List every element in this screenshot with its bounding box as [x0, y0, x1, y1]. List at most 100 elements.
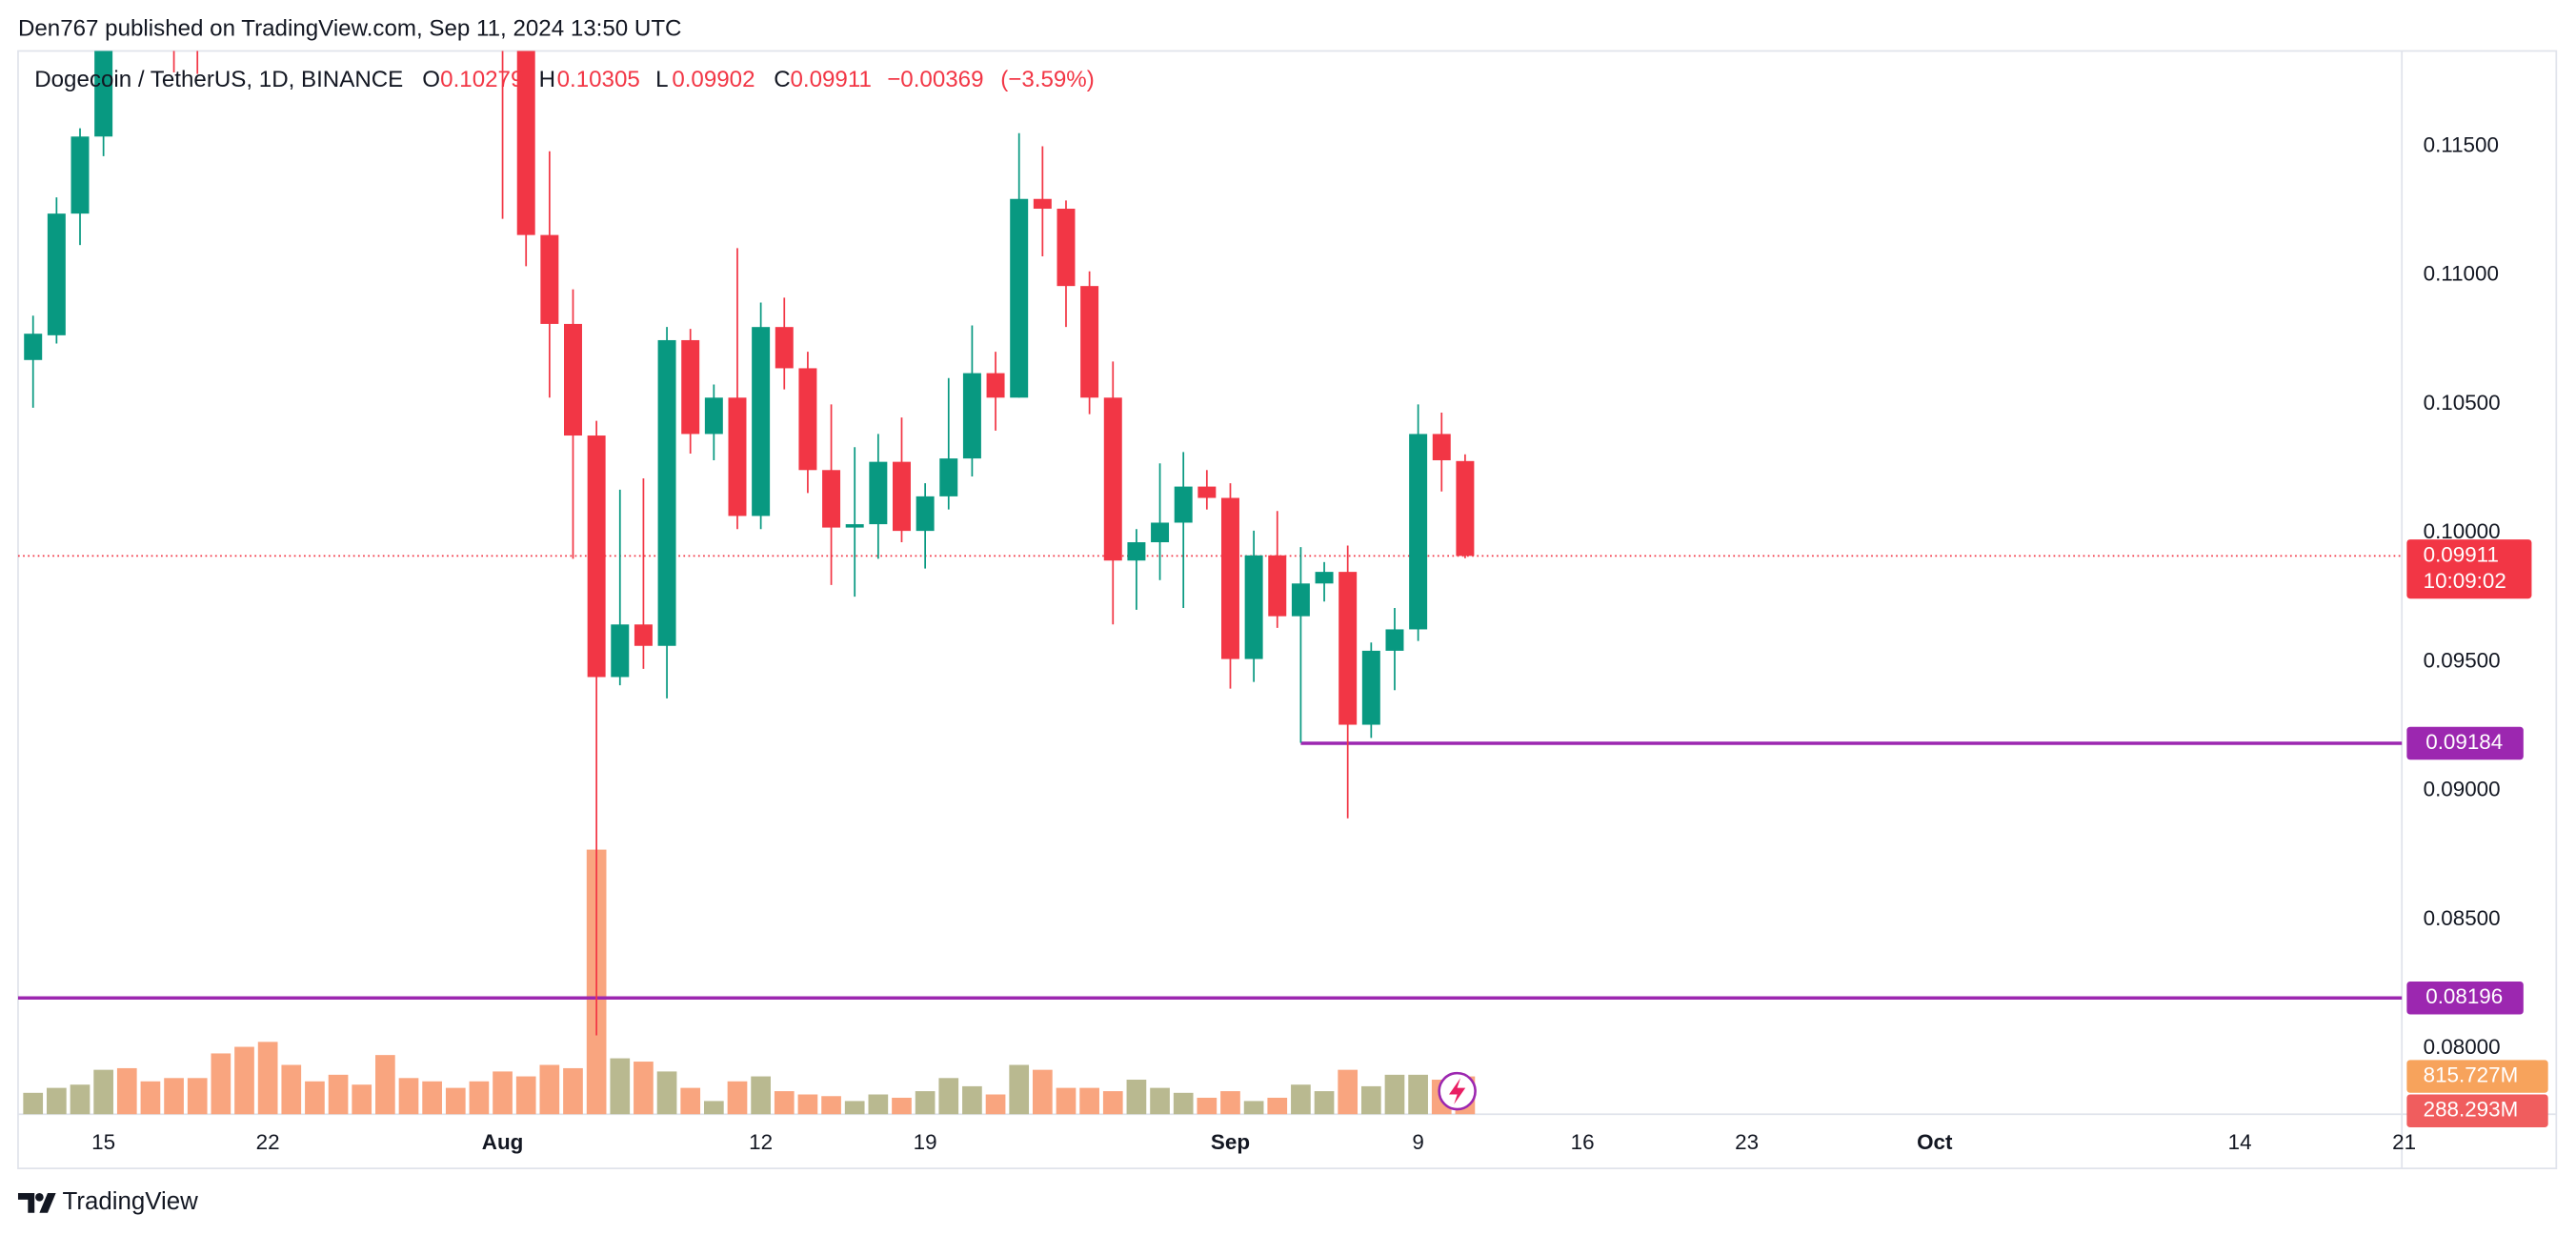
volume-bar	[868, 1094, 889, 1115]
volume	[23, 849, 1476, 1115]
x-tick-label: 15	[91, 1130, 115, 1154]
candle-body	[939, 458, 958, 496]
volume-label: 815.727M	[2424, 1063, 2519, 1086]
legend-value: 0.09902	[672, 67, 755, 92]
volume-bar	[23, 1092, 44, 1115]
candle-body	[1409, 434, 1428, 630]
legend-change: −0.00369	[887, 67, 983, 92]
candle-body	[540, 234, 559, 324]
volume-bar	[1314, 1091, 1335, 1115]
volume-bar	[1408, 1074, 1428, 1115]
symbol: Dogecoin / TetherUS, 1D, BINANCE	[34, 67, 403, 92]
y-tick-label: 0.08000	[2424, 1035, 2501, 1059]
volume-bar	[797, 1094, 818, 1115]
level-label-box	[2406, 981, 2524, 1015]
candle-body	[728, 397, 747, 516]
x-tick-label: Aug	[482, 1130, 524, 1154]
legend: Dogecoin / TetherUS, 1D, BINANCE O 0.1027…	[34, 67, 1095, 92]
volume-bar	[187, 1078, 208, 1115]
x-tick-label: 22	[256, 1130, 280, 1154]
candle-body	[47, 213, 66, 335]
volume-bar	[1009, 1064, 1030, 1115]
candle-body	[1197, 486, 1217, 498]
candle-body	[657, 339, 676, 646]
countdown: 10:09:02	[2424, 569, 2506, 593]
legend-value: 0.10305	[557, 67, 640, 92]
byline: Den767 published on TradingView.com, Sep…	[18, 15, 682, 41]
candle-body	[892, 461, 911, 532]
volume-bar	[469, 1081, 490, 1115]
y-tick-label: 0.10500	[2424, 391, 2501, 415]
x-tick-label: 21	[2392, 1130, 2416, 1154]
volume-bar	[1079, 1087, 1099, 1115]
volume-bar	[539, 1064, 560, 1115]
candle-body	[1361, 650, 1380, 725]
volume-bar	[727, 1081, 748, 1115]
logo-dot	[35, 1193, 44, 1202]
candle-body	[775, 327, 794, 369]
candle-body	[1103, 397, 1122, 561]
volume-bar	[140, 1081, 161, 1115]
candle-body	[70, 136, 90, 214]
candles	[24, 51, 1475, 1036]
candle-body	[516, 51, 535, 235]
candle-body	[1268, 555, 1287, 617]
candle-body	[634, 624, 653, 646]
x-tick-label: Oct	[1917, 1130, 1953, 1154]
volume-bar	[422, 1081, 442, 1115]
volume-bar	[116, 1067, 137, 1115]
candle-body	[1220, 497, 1239, 659]
volume-bar	[938, 1078, 959, 1115]
legend-letter: C	[774, 67, 790, 92]
last-price-box	[2406, 539, 2532, 599]
logo-mark	[17, 1193, 56, 1213]
legend-value: 0.09911	[790, 67, 871, 92]
legend-value: 0.10279	[440, 67, 523, 92]
candle-body	[1127, 542, 1146, 561]
footer: TradingView	[17, 1188, 199, 1215]
volume-bar	[703, 1101, 724, 1115]
x-tick-label: 19	[914, 1130, 937, 1154]
y-tick-label: 0.11500	[2424, 132, 2499, 156]
volume-bar	[70, 1084, 91, 1115]
candle-body	[587, 435, 606, 678]
volume-bar	[844, 1101, 865, 1115]
volume-bar	[751, 1076, 771, 1115]
volume-bar	[563, 1067, 583, 1115]
volume-bar	[821, 1096, 841, 1115]
volume-bar	[398, 1078, 419, 1115]
volume-bar	[493, 1071, 513, 1115]
y-tick-label: 0.11000	[2424, 262, 2499, 286]
volume-bar	[234, 1046, 254, 1115]
frame	[17, 50, 2558, 1169]
candle-body	[986, 373, 1005, 398]
x-tick-label: 12	[749, 1130, 773, 1154]
x-tick-label: Sep	[1211, 1130, 1250, 1154]
volume-bar	[352, 1084, 372, 1115]
volume-bar	[680, 1087, 701, 1115]
volume-bar	[1291, 1084, 1311, 1115]
volume-bar	[93, 1069, 113, 1115]
x-tick-label: 9	[1412, 1130, 1423, 1154]
volume-bar	[47, 1087, 67, 1115]
candle-body	[1385, 629, 1404, 651]
candle-body	[564, 323, 582, 436]
candle-body	[752, 327, 771, 516]
legend-letter: L	[655, 67, 668, 92]
candle-body	[916, 496, 935, 532]
level-label: 0.09184	[2425, 730, 2503, 754]
volume-bar	[915, 1091, 936, 1115]
volume-bar	[774, 1091, 795, 1115]
candle-body	[1057, 209, 1076, 287]
y-tick-label: 0.08500	[2424, 906, 2501, 930]
candle-body	[1456, 460, 1475, 557]
candle-body	[1080, 286, 1099, 398]
candle-body	[1338, 572, 1358, 725]
volume-bar	[375, 1055, 395, 1115]
candle-body	[1315, 572, 1334, 584]
brand: TradingView	[63, 1188, 199, 1215]
icon-bolt	[1449, 1078, 1466, 1104]
